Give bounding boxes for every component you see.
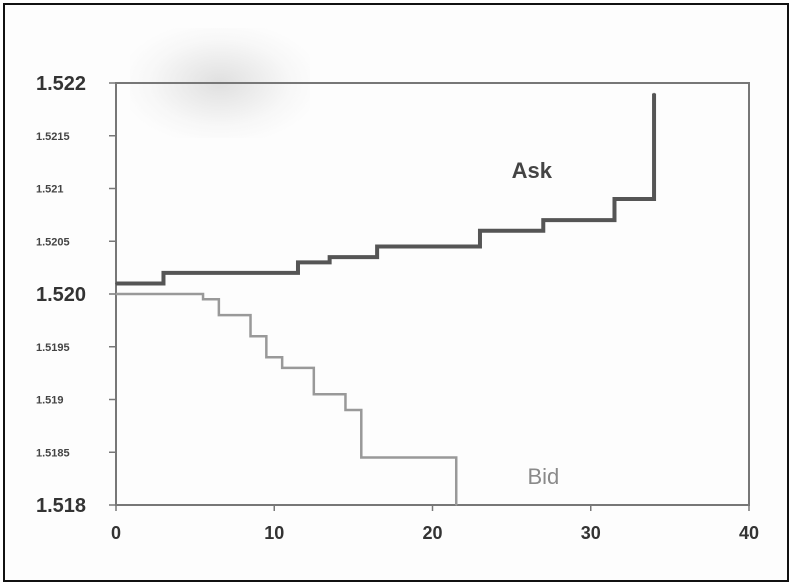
ask-series-line: [116, 93, 657, 286]
ask-step-point: [297, 261, 299, 264]
bid-step-point: [455, 504, 458, 506]
ask-step-point: [328, 256, 331, 258]
ask-step-point: [479, 229, 481, 232]
ask-step-point: [613, 198, 616, 200]
y-tick-label: 1.519: [36, 395, 64, 407]
bid-step-point: [115, 293, 117, 295]
y-tick-label: 1.5205: [36, 236, 70, 248]
x-tick-label: 40: [739, 523, 759, 543]
ask-step-point: [653, 92, 655, 95]
x-tick-label: 30: [581, 523, 601, 543]
bid-series-line: [116, 292, 458, 505]
bid-step-point: [249, 335, 252, 338]
y-tick-label: 1.5185: [36, 447, 70, 459]
bid-label: Bid: [527, 464, 559, 489]
series-layer: [115, 92, 657, 506]
annotation-layer: Ask Bid: [512, 158, 560, 489]
bid-step-point: [218, 314, 220, 316]
y-tick-label: 1.520: [36, 284, 86, 306]
bid-step-point: [281, 367, 283, 369]
bid-step-point: [265, 356, 268, 359]
x-axis-ticks: 0 10 20 30 40: [111, 505, 759, 543]
y-tick-label: 1.5215: [36, 131, 70, 143]
y-tick-label: 1.522: [36, 73, 86, 95]
y-tick-label: 1.521: [36, 184, 64, 196]
ask-step-point: [542, 219, 545, 221]
ask-step-point: [115, 282, 117, 285]
bid-step-point: [313, 393, 315, 396]
x-tick-label: 0: [111, 523, 121, 543]
bid-step-point: [202, 298, 204, 301]
bid-step-point: [344, 409, 347, 411]
x-tick-label: 20: [422, 523, 442, 543]
ask-step-point: [162, 272, 165, 274]
ask-step-point: [376, 245, 378, 248]
y-tick-label: 1.5195: [36, 342, 70, 354]
x-tick-label: 10: [264, 523, 284, 543]
bid-step-point: [360, 456, 363, 459]
y-tick-label: 1.518: [36, 495, 86, 517]
y-axis-ticks: 1.522 1.5215 1.521 1.5205 1.520 1.5195 1.519 1.…: [36, 73, 116, 517]
ask-label: Ask: [512, 158, 553, 183]
